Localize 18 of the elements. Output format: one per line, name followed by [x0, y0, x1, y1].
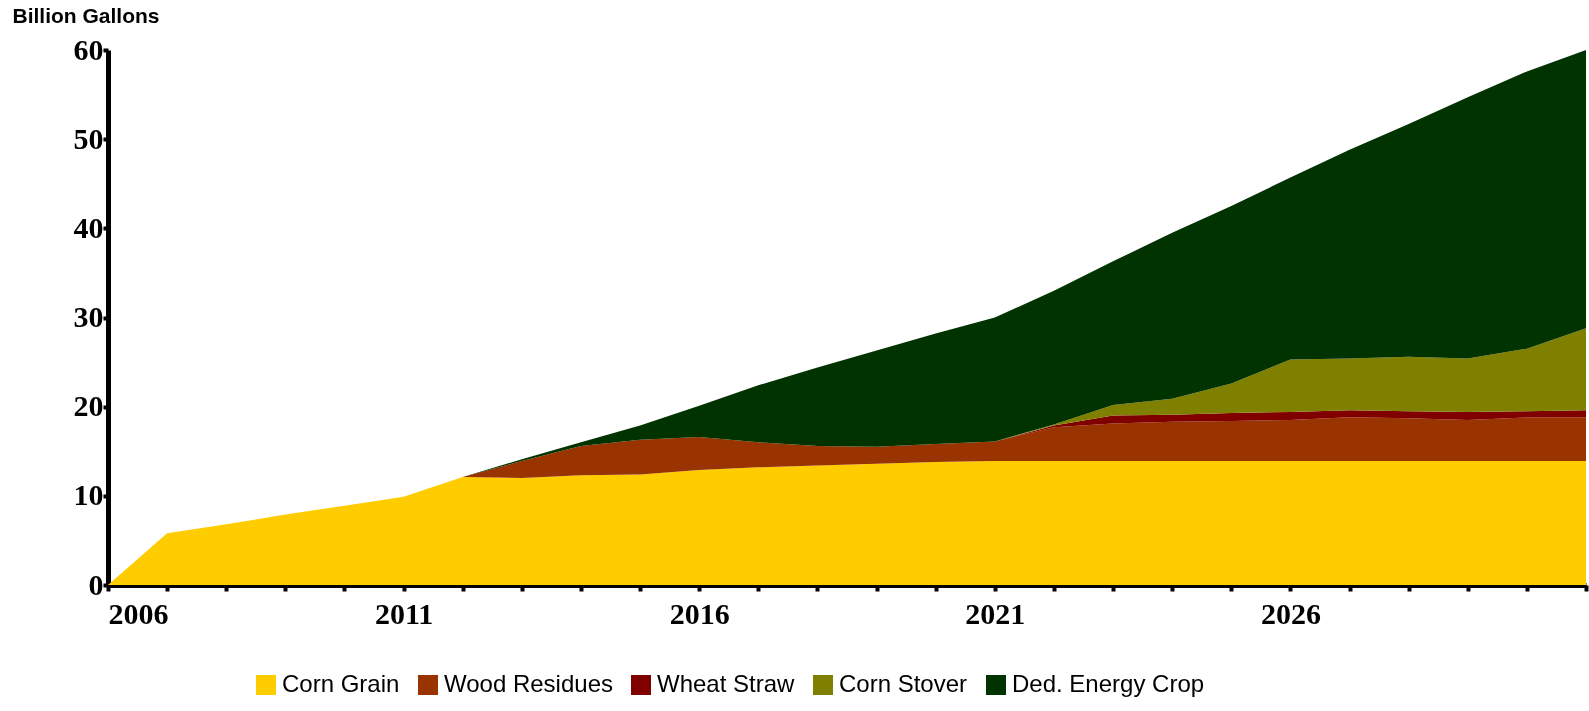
x-tick-label: 2021	[965, 596, 1026, 630]
y-axis-title: Billion Gallons	[12, 3, 160, 27]
x-tick-label: 2006	[108, 596, 169, 630]
legend-label: Wheat Straw	[657, 670, 796, 697]
x-tick-label: 2011	[374, 596, 434, 630]
x-tick-label: 2026	[1260, 596, 1321, 630]
legend-label: Corn Stover	[839, 670, 968, 697]
x-tick-label: 2016	[669, 596, 730, 630]
y-tick-label: 0	[88, 567, 104, 601]
y-tick-label: 10	[73, 478, 104, 512]
y-tick-label: 30	[73, 300, 104, 333]
y-tick-label: 20	[73, 389, 104, 423]
legend-label: Ded. Energy Crop	[1012, 670, 1205, 697]
y-tick-label: 50	[73, 121, 104, 155]
legend-label: Wood Residues	[444, 670, 613, 697]
y-tick-label: 40	[73, 210, 104, 244]
legend-label: Corn Grain	[282, 670, 400, 697]
y-tick-label: 60	[73, 32, 104, 66]
